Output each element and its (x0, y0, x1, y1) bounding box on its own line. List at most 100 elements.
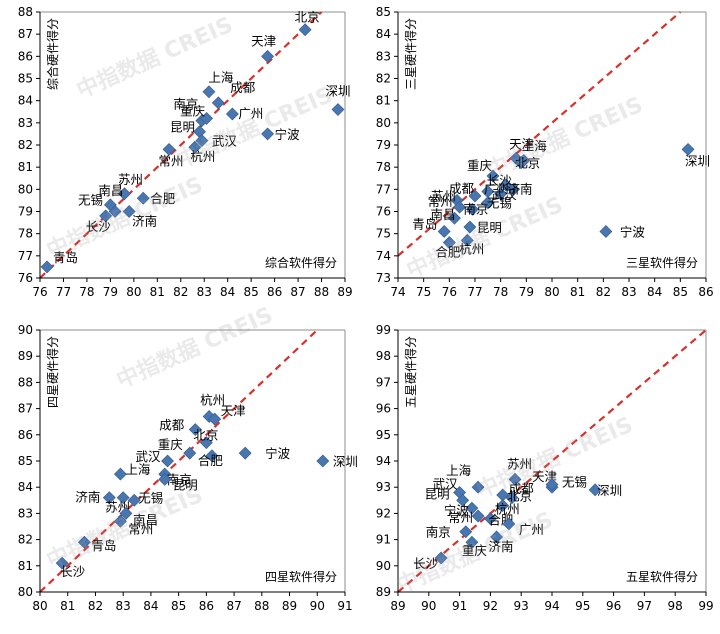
point-marker (437, 225, 451, 238)
point-label: 济南 (489, 539, 514, 554)
point-label: 重庆 (462, 543, 488, 558)
point-marker (502, 517, 516, 531)
y-tick-label: 81 (18, 160, 33, 174)
point-label: 昆明 (425, 486, 450, 501)
point-marker (505, 491, 519, 505)
point-marker (456, 493, 470, 507)
x-tick-label: 81 (570, 285, 585, 299)
point-label: 无锡 (487, 196, 512, 211)
point-label: 南京 (463, 201, 488, 216)
point-marker (496, 499, 510, 512)
point-marker (483, 512, 497, 526)
point-marker (195, 134, 209, 147)
y-tick-label: 91 (376, 533, 391, 547)
y-tick-label: 92 (376, 506, 391, 520)
y-tick-label: 95 (376, 428, 391, 442)
x-tick-label: 82 (88, 599, 103, 613)
x-tick-label: 85 (673, 285, 688, 299)
x-tick-label: 76 (442, 285, 457, 299)
x-tick-label: 83 (621, 285, 636, 299)
x-tick-label: 89 (390, 599, 405, 613)
x-axis-title: 四星软件得分 (265, 569, 337, 584)
y-tick-label: 85 (18, 454, 33, 468)
x-tick-label: 97 (637, 599, 652, 613)
point-label: 成都 (230, 80, 256, 95)
x-tick-label: 74 (390, 285, 405, 299)
point-marker (298, 23, 312, 37)
point-label: 成都 (449, 181, 475, 196)
point-label: 南昌 (430, 207, 455, 222)
y-tick-label: 85 (376, 5, 391, 19)
x-tick-label: 90 (421, 599, 436, 613)
x-tick-label: 89 (337, 285, 352, 299)
y-tick-label: 86 (18, 428, 33, 442)
point-marker (113, 514, 127, 528)
y-tick-label: 90 (376, 559, 391, 573)
point-label: 济南 (508, 181, 533, 196)
point-label: 宁波 (275, 127, 301, 142)
y-tick-label: 84 (18, 94, 33, 108)
point-label: 昆明 (477, 220, 502, 235)
x-tick-label: 88 (254, 599, 269, 613)
point-marker (188, 423, 202, 436)
x-tick-label: 85 (244, 285, 259, 299)
x-axis-title: 综合软件得分 (265, 255, 337, 270)
point-marker (225, 107, 239, 121)
x-tick-label: 78 (79, 285, 94, 299)
point-marker (599, 225, 613, 238)
point-label: 无锡 (78, 193, 103, 208)
point-marker (119, 506, 133, 520)
point-marker (55, 556, 69, 570)
point-label: 北京 (295, 10, 320, 25)
x-tick-label: 84 (143, 599, 158, 613)
point-label: 青岛 (53, 250, 78, 265)
x-tick-label: 83 (116, 599, 131, 613)
y-tick-label: 83 (18, 506, 33, 520)
x-tick-label: 89 (282, 599, 297, 613)
point-marker (465, 501, 479, 515)
point-label: 济南 (132, 214, 157, 229)
point-label: 合肥 (435, 245, 461, 260)
point-marker (442, 236, 456, 249)
point-label: 武汉 (433, 476, 459, 491)
y-axis-title: 三星硬件得分 (403, 18, 418, 90)
point-label: 北京 (193, 428, 218, 443)
point-marker (238, 446, 252, 460)
point-label: 合肥 (150, 191, 176, 206)
point-marker (261, 49, 275, 63)
point-label: 天津 (221, 403, 246, 418)
point-marker (331, 103, 345, 116)
point-label: 南京 (167, 472, 192, 487)
point-label: 杭州 (495, 502, 520, 517)
y-axis-title: 综合硬件得分 (45, 18, 60, 90)
y-tick-label: 80 (18, 182, 33, 196)
point-marker (99, 209, 113, 223)
y-tick-label: 76 (18, 271, 33, 285)
point-label: 南京 (173, 97, 198, 112)
x-tick-label: 81 (150, 285, 165, 299)
y-tick-label: 77 (18, 249, 33, 263)
x-tick-label: 99 (698, 599, 713, 613)
y-tick-label: 75 (376, 227, 391, 241)
point-marker (514, 156, 528, 170)
point-marker (465, 535, 479, 549)
point-label: 昆明 (170, 120, 195, 135)
point-label: 无锡 (138, 490, 163, 505)
y-tick-label: 90 (18, 323, 33, 337)
x-tick-label: 79 (103, 285, 118, 299)
point-marker (494, 187, 508, 201)
x-tick-label: 80 (32, 599, 47, 613)
point-marker (161, 454, 174, 468)
x-tick-label: 78 (493, 285, 508, 299)
point-label: 上海 (208, 70, 234, 85)
point-label: 上海 (522, 139, 548, 154)
y-tick-label: 81 (376, 94, 391, 108)
point-label: 深圳 (685, 153, 710, 168)
y-tick-label: 93 (376, 480, 391, 494)
point-marker (508, 472, 522, 486)
point-label: 南昌 (133, 512, 158, 527)
diagonal-line (39, 329, 319, 593)
y-tick-label: 96 (376, 402, 391, 416)
x-tick-label: 86 (199, 599, 214, 613)
